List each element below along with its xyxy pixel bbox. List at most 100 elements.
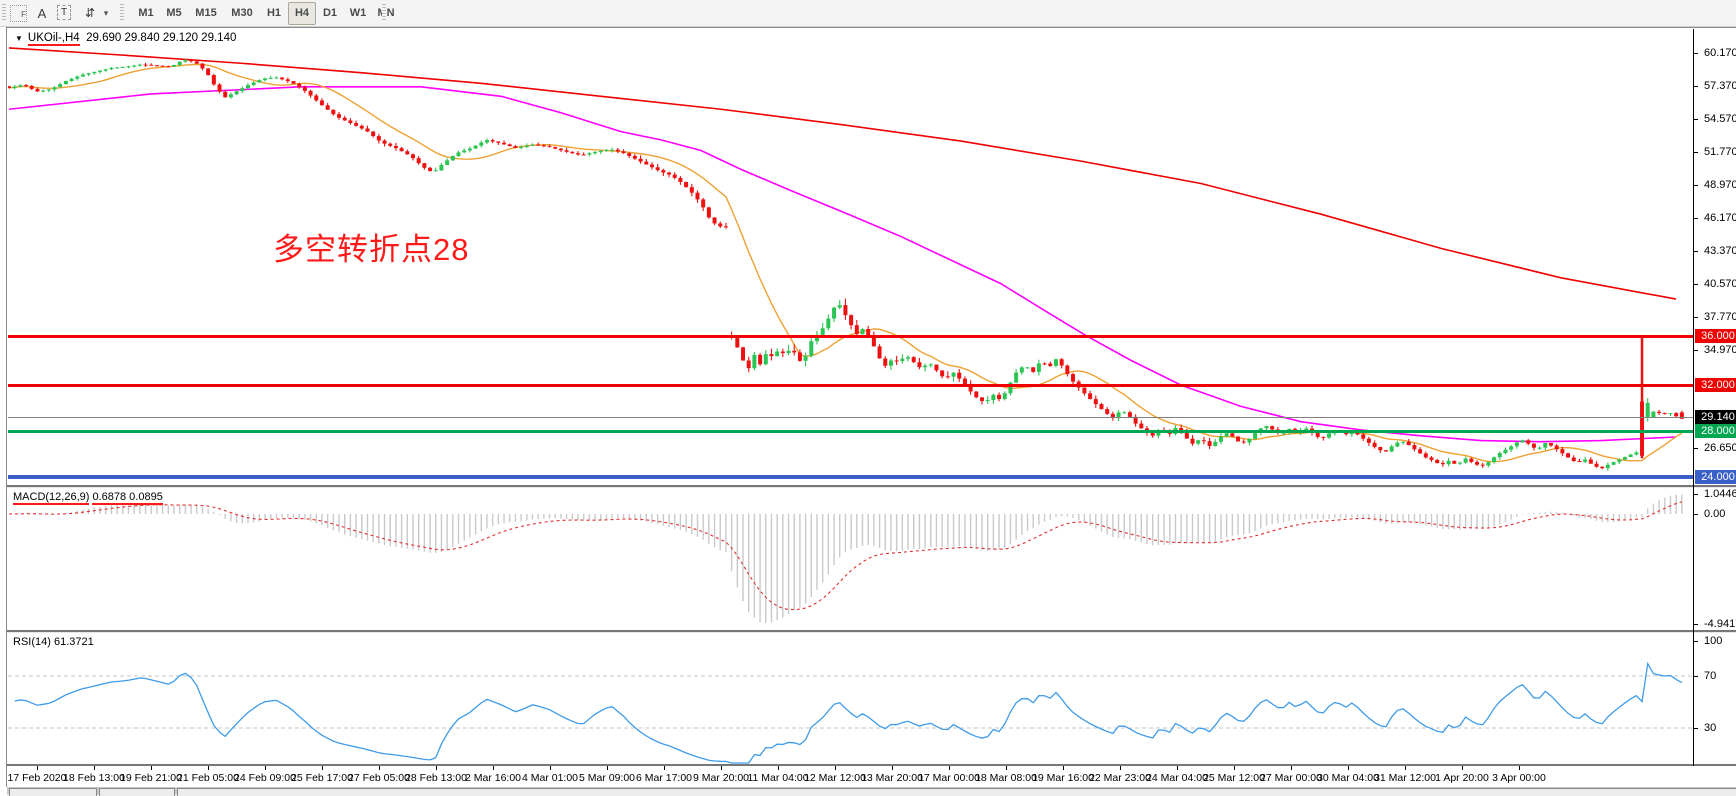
- time-axis-tick: [94, 766, 95, 770]
- panel-separator-macd[interactable]: [7, 485, 1736, 488]
- main-price-panel[interactable]: [7, 47, 1684, 471]
- price-axis-label: 40.570: [1704, 278, 1736, 290]
- macd-signal-line: [8, 501, 1683, 611]
- pattern-grid-icon[interactable]: F: [10, 5, 27, 22]
- time-axis-label: 9 Mar 20:00: [692, 772, 750, 784]
- window-tab[interactable]: [99, 788, 175, 796]
- macd-axis-tick: [1693, 494, 1698, 495]
- time-axis-tick: [436, 766, 437, 770]
- chart-title: ▼ UKOil-,H4 29.690 29.840 29.120 29.140: [15, 32, 237, 46]
- macd-axis-label: -4.9417: [1704, 618, 1736, 630]
- time-axis-tick: [892, 766, 893, 770]
- time-axis-label: 24 Feb 09:00: [234, 772, 296, 784]
- price-axis-tick: [1693, 350, 1698, 351]
- toolbar-separator: [120, 4, 124, 22]
- macd-panel[interactable]: [8, 494, 1683, 623]
- price-axis-tick: [1693, 317, 1698, 318]
- timeframe-button-m5[interactable]: M5: [166, 7, 182, 19]
- rsi-axis-label: 30: [1704, 722, 1717, 734]
- time-axis-label: 12 Mar 12:00: [804, 772, 866, 784]
- rsi-axis-label: 70: [1704, 670, 1717, 682]
- macd-axis-label: 0.00: [1704, 508, 1726, 520]
- symbol-dropdown-icon[interactable]: ▼: [15, 34, 23, 43]
- time-axis-label: 22 Mar 23:00: [1089, 772, 1151, 784]
- time-axis-tick: [607, 766, 608, 770]
- level-line-support-24[interactable]: [8, 475, 1693, 479]
- time-axis-label: 13 Mar 20:00: [861, 772, 923, 784]
- price-axis-tick: [1693, 185, 1698, 186]
- candlestick-chart-canvas[interactable]: [7, 28, 1736, 787]
- time-axis-tick: [1120, 766, 1121, 770]
- level-line-resistance-32[interactable]: [8, 384, 1693, 387]
- price-axis-tick: [1693, 284, 1698, 285]
- rsi-axis-tick: [1693, 676, 1698, 677]
- timeframe-button-d1[interactable]: D1: [322, 7, 338, 19]
- window-tab: [177, 788, 1736, 796]
- symbol-timeframe-label: UKOil-,H4: [27, 32, 80, 46]
- macd-axis-label: 1.0446: [1704, 488, 1736, 500]
- ohlc-readout: 29.690 29.840 29.120 29.140: [86, 32, 237, 44]
- price-axis-label: 51.770: [1704, 146, 1736, 158]
- window-tab[interactable]: [9, 788, 97, 796]
- time-axis-tick: [664, 766, 665, 770]
- time-axis-label: 27 Mar 00:00: [1260, 772, 1322, 784]
- price-axis-label: 26.650: [1704, 442, 1736, 454]
- price-axis-tick: [1693, 448, 1698, 449]
- time-axis-tick: [493, 766, 494, 770]
- chart-annotation-text[interactable]: 多空转折点28: [273, 232, 470, 267]
- timeframe-button-h4[interactable]: H4: [288, 2, 316, 25]
- time-axis-tick: [1063, 766, 1064, 770]
- time-axis-tick: [1405, 766, 1406, 770]
- panel-separator-rsi[interactable]: [7, 630, 1736, 633]
- rsi-line: [14, 661, 1683, 764]
- price-axis-label: 37.770: [1704, 311, 1736, 323]
- time-axis-label: 17 Mar 00:00: [918, 772, 980, 784]
- time-axis-label: 4 Mar 01:00: [521, 772, 579, 784]
- chevron-down-icon[interactable]: ▾: [103, 8, 109, 18]
- time-axis-label: 21 Feb 05:00: [177, 772, 239, 784]
- time-axis-tick: [949, 766, 950, 770]
- level-line-support-28[interactable]: [8, 430, 1693, 433]
- macd-axis-tick: [1693, 624, 1698, 625]
- arrange-arrows-icon[interactable]: ⇵: [84, 6, 96, 20]
- text-box-icon[interactable]: T: [56, 5, 71, 20]
- price-axis-tick: [1693, 86, 1698, 87]
- toolbar-drag-handle[interactable]: [2, 4, 6, 22]
- time-axis-tick: [208, 766, 209, 770]
- ma_fast-line: [8, 63, 1683, 463]
- timeframe-button-m30[interactable]: M30: [231, 7, 253, 19]
- timeframe-button-w1[interactable]: W1: [349, 7, 367, 19]
- ma_slow-line: [8, 47, 1677, 300]
- timeframe-button-m1[interactable]: M1: [138, 7, 154, 19]
- timeframe-button-m15[interactable]: M15: [195, 7, 217, 19]
- time-axis[interactable]: 17 Feb 2020 18 Feb 13:00 19 Feb 21:00 21 Fe…: [7, 766, 1736, 787]
- price-axis-tick: [1693, 119, 1698, 120]
- chart-window[interactable]: 60.170 57.370 54.570 51.770 48.970 46.170 43.3…: [6, 27, 1736, 796]
- rsi-indicator-label: RSI(14) 61.3721: [13, 636, 94, 648]
- text-label-icon[interactable]: A: [37, 6, 47, 21]
- time-axis-tick: [1291, 766, 1292, 770]
- time-axis-tick: [265, 766, 266, 770]
- time-axis-tick: [37, 766, 38, 770]
- time-axis-tick: [1006, 766, 1007, 770]
- time-axis-tick: [835, 766, 836, 770]
- price-badge-support-24: 24.000: [1695, 470, 1736, 484]
- price-badge-support-28: 28.000: [1695, 424, 1736, 438]
- price-axis-label: 54.570: [1704, 113, 1736, 125]
- level-line-resistance-36[interactable]: [8, 335, 1693, 338]
- time-axis-label: 19 Mar 16:00: [1032, 772, 1094, 784]
- time-axis-label: 17 Feb 2020: [7, 772, 67, 784]
- rsi-panel[interactable]: [8, 661, 1693, 764]
- time-axis-label: 31 Mar 12:00: [1374, 772, 1436, 784]
- price-axis-label: 34.970: [1704, 344, 1736, 356]
- timeframe-button-mn[interactable]: MN: [372, 2, 400, 25]
- timeframe-button-h1[interactable]: H1: [266, 7, 282, 19]
- price-axis-label: 46.170: [1704, 212, 1736, 224]
- time-axis-label: 5 Mar 09:00: [578, 772, 636, 784]
- time-axis-label: 28 Feb 13:00: [405, 772, 467, 784]
- time-axis-label: 11 Mar 04:00: [747, 772, 809, 784]
- price-axis-label: 48.970: [1704, 179, 1736, 191]
- toolbar-separator-2: [382, 4, 386, 22]
- time-axis-tick: [1462, 766, 1463, 770]
